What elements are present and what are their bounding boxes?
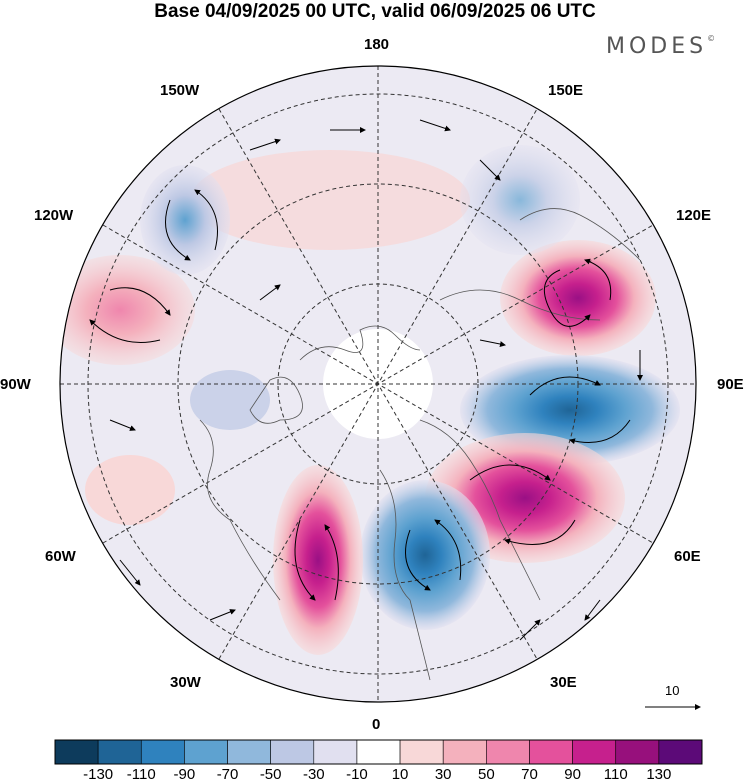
anomaly-blue-nw <box>140 165 230 275</box>
anomaly-blue-south <box>360 480 490 630</box>
colorbar-swatch <box>313 739 358 765</box>
lon-label-30e: 30E <box>550 674 577 691</box>
wind-arrow <box>109 419 136 431</box>
wind-arrow <box>194 189 218 251</box>
lon-label-60e: 60E <box>674 548 701 565</box>
wind-arrow <box>165 199 191 261</box>
wind-arrow <box>109 287 171 316</box>
colorbar-swatch <box>486 739 530 765</box>
lon-label-90e: 90E <box>717 376 744 393</box>
colorbar <box>54 739 703 765</box>
colorbar-tick-label: -130 <box>83 766 114 783</box>
lon-label-150e: 150E <box>548 82 584 99</box>
wind-arrow <box>419 119 451 132</box>
wind-vectors <box>89 119 643 641</box>
modes-logo: MODES© <box>606 34 715 59</box>
anomaly-pink-west <box>60 255 195 365</box>
colorbar-swatch <box>658 739 703 765</box>
colorbar-swatch <box>529 739 573 765</box>
lon-label-150w: 150W <box>160 82 200 99</box>
colorbar-swatch <box>54 739 99 765</box>
colorbar-tick-label: -10 <box>346 766 368 783</box>
colorbar-tick-label: 10 <box>391 766 409 783</box>
lon-label-0: 0 <box>372 716 381 733</box>
colorbar-swatch <box>97 739 142 765</box>
colorbar-tick-label: 70 <box>521 766 538 783</box>
lon-label-60w: 60W <box>45 548 76 565</box>
colorbar-tick-label: 130 <box>646 766 672 783</box>
colorbar-swatch <box>270 739 315 765</box>
wind-arrow <box>324 524 339 601</box>
wind-arrow <box>209 609 236 621</box>
coastlines <box>199 208 641 681</box>
wind-arrow <box>504 519 576 545</box>
colorbar-swatch <box>140 739 185 765</box>
wind-arrow <box>89 319 161 343</box>
lon-label-30w: 30W <box>170 674 201 691</box>
colorbar-swatch <box>399 739 444 765</box>
lon-label-120e: 120E <box>676 207 712 224</box>
colorbar-tick-label: 90 <box>564 766 581 783</box>
colorbar-tick-label: -90 <box>173 766 196 783</box>
wind-arrow <box>479 339 506 347</box>
wind-arrow <box>469 464 551 481</box>
map-title: Base 04/09/2025 00 UTC, valid 06/09/2025… <box>154 1 596 22</box>
colorbar-tick-label: -110 <box>126 766 156 783</box>
brand-mark: © <box>707 34 716 43</box>
wind-arrow <box>434 519 462 581</box>
colorbar-tick-label: -50 <box>259 766 282 783</box>
wind-arrow <box>569 419 631 445</box>
colorbar-tick-label: 50 <box>477 766 495 783</box>
map-boundary <box>59 65 697 703</box>
lon-label-90w: 90W <box>0 376 31 393</box>
colorbar-frame <box>54 739 703 765</box>
colorbar-tick-label: -30 <box>302 766 325 783</box>
wind-arrow <box>529 376 601 396</box>
colorbar-swatch <box>615 739 660 765</box>
wind-arrow <box>479 159 501 181</box>
colorbar-swatch <box>442 739 487 765</box>
colorbar-swatch <box>184 739 228 765</box>
wind-arrow <box>259 284 281 301</box>
wind-arrow <box>119 559 141 586</box>
wind-arrow <box>584 599 601 621</box>
colorbar-tick-label: 30 <box>434 766 452 783</box>
colorbar-swatch <box>227 739 271 765</box>
brand-text: MODES <box>606 34 708 59</box>
wind-arrow <box>519 619 541 641</box>
vector-scale-label: 10 <box>665 683 680 698</box>
colorbar-tick-label: -70 <box>216 766 239 783</box>
wind-arrow <box>294 519 316 601</box>
colorbar-tick-label: 110 <box>603 766 628 783</box>
wind-arrow <box>405 529 431 591</box>
anomaly-pink-south <box>273 465 363 655</box>
colorbar-swatch <box>356 739 401 765</box>
colorbar-swatch <box>572 739 617 765</box>
graticule <box>60 66 696 702</box>
anomaly-pink-ne <box>500 240 656 356</box>
lon-label-180: 180 <box>364 36 390 53</box>
wind-arrow <box>249 138 281 151</box>
wind-arrow <box>543 269 591 327</box>
lon-label-120w: 120W <box>34 207 74 224</box>
wind-arrow <box>584 258 612 301</box>
